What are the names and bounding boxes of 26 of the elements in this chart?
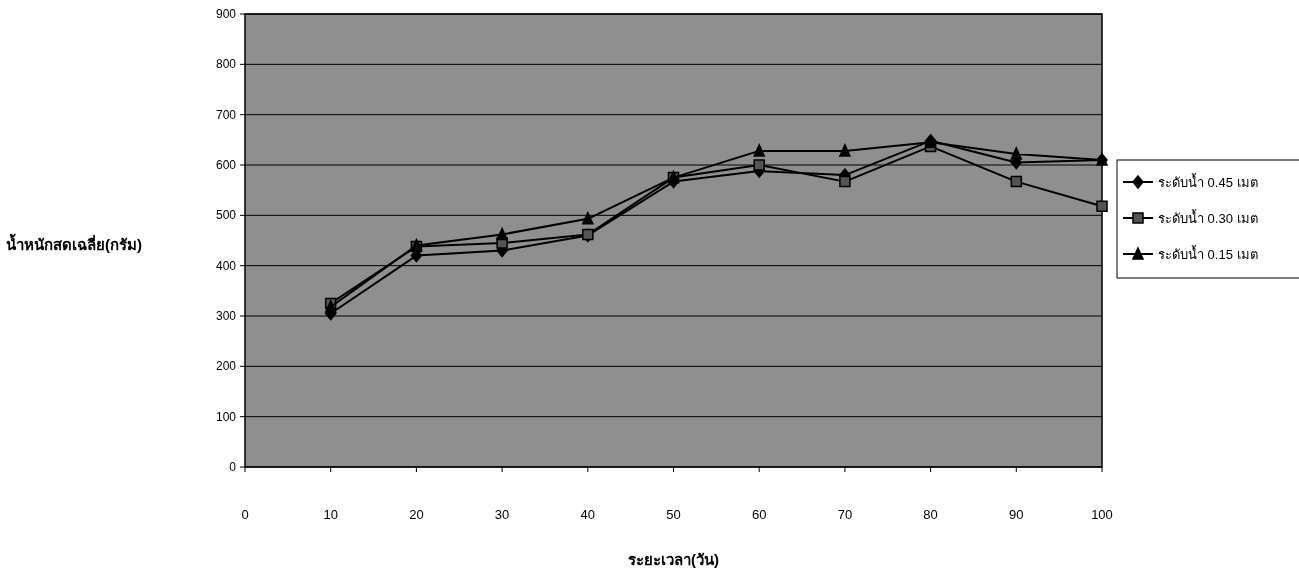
y-tick-label: 0 <box>229 460 237 474</box>
x-tick-label: 90 <box>1009 507 1024 522</box>
y-tick-label: 500 <box>215 208 237 223</box>
x-tick-label: 60 <box>751 507 767 522</box>
y-tick-label: 700 <box>215 107 237 122</box>
x-tick-label: 30 <box>494 507 510 522</box>
legend-label: ระดับน้ำ 0.15 เมต <box>1158 245 1258 262</box>
y-tick-label: 800 <box>215 57 237 72</box>
y-tick-label: 900 <box>215 7 237 21</box>
x-tick-label: 20 <box>409 507 424 522</box>
x-tick-label: 10 <box>323 507 338 522</box>
y-tick-label: 400 <box>215 258 237 273</box>
legend-label: ระดับน้ำ 0.45 เมต <box>1158 173 1258 190</box>
x-axis-title: ระยะเวลา(วัน) <box>628 551 719 568</box>
x-tick-label: 50 <box>666 507 681 522</box>
y-tick-label: 200 <box>215 359 237 374</box>
y-axis-title: น้ำหนักสดเฉลี่ย(กรัม) <box>6 233 142 253</box>
x-tick-label: 100 <box>1091 507 1113 522</box>
y-tick-label: 600 <box>215 158 237 172</box>
y-tick-label: 100 <box>215 409 237 424</box>
y-tick-label: 300 <box>215 309 237 323</box>
x-tick-label: 70 <box>837 507 853 522</box>
x-tick-label: 40 <box>580 507 596 522</box>
legend-label: ระดับน้ำ 0.30 เมต <box>1158 209 1258 226</box>
x-tick-label: 80 <box>923 507 938 522</box>
x-tick-label: 0 <box>241 507 249 522</box>
